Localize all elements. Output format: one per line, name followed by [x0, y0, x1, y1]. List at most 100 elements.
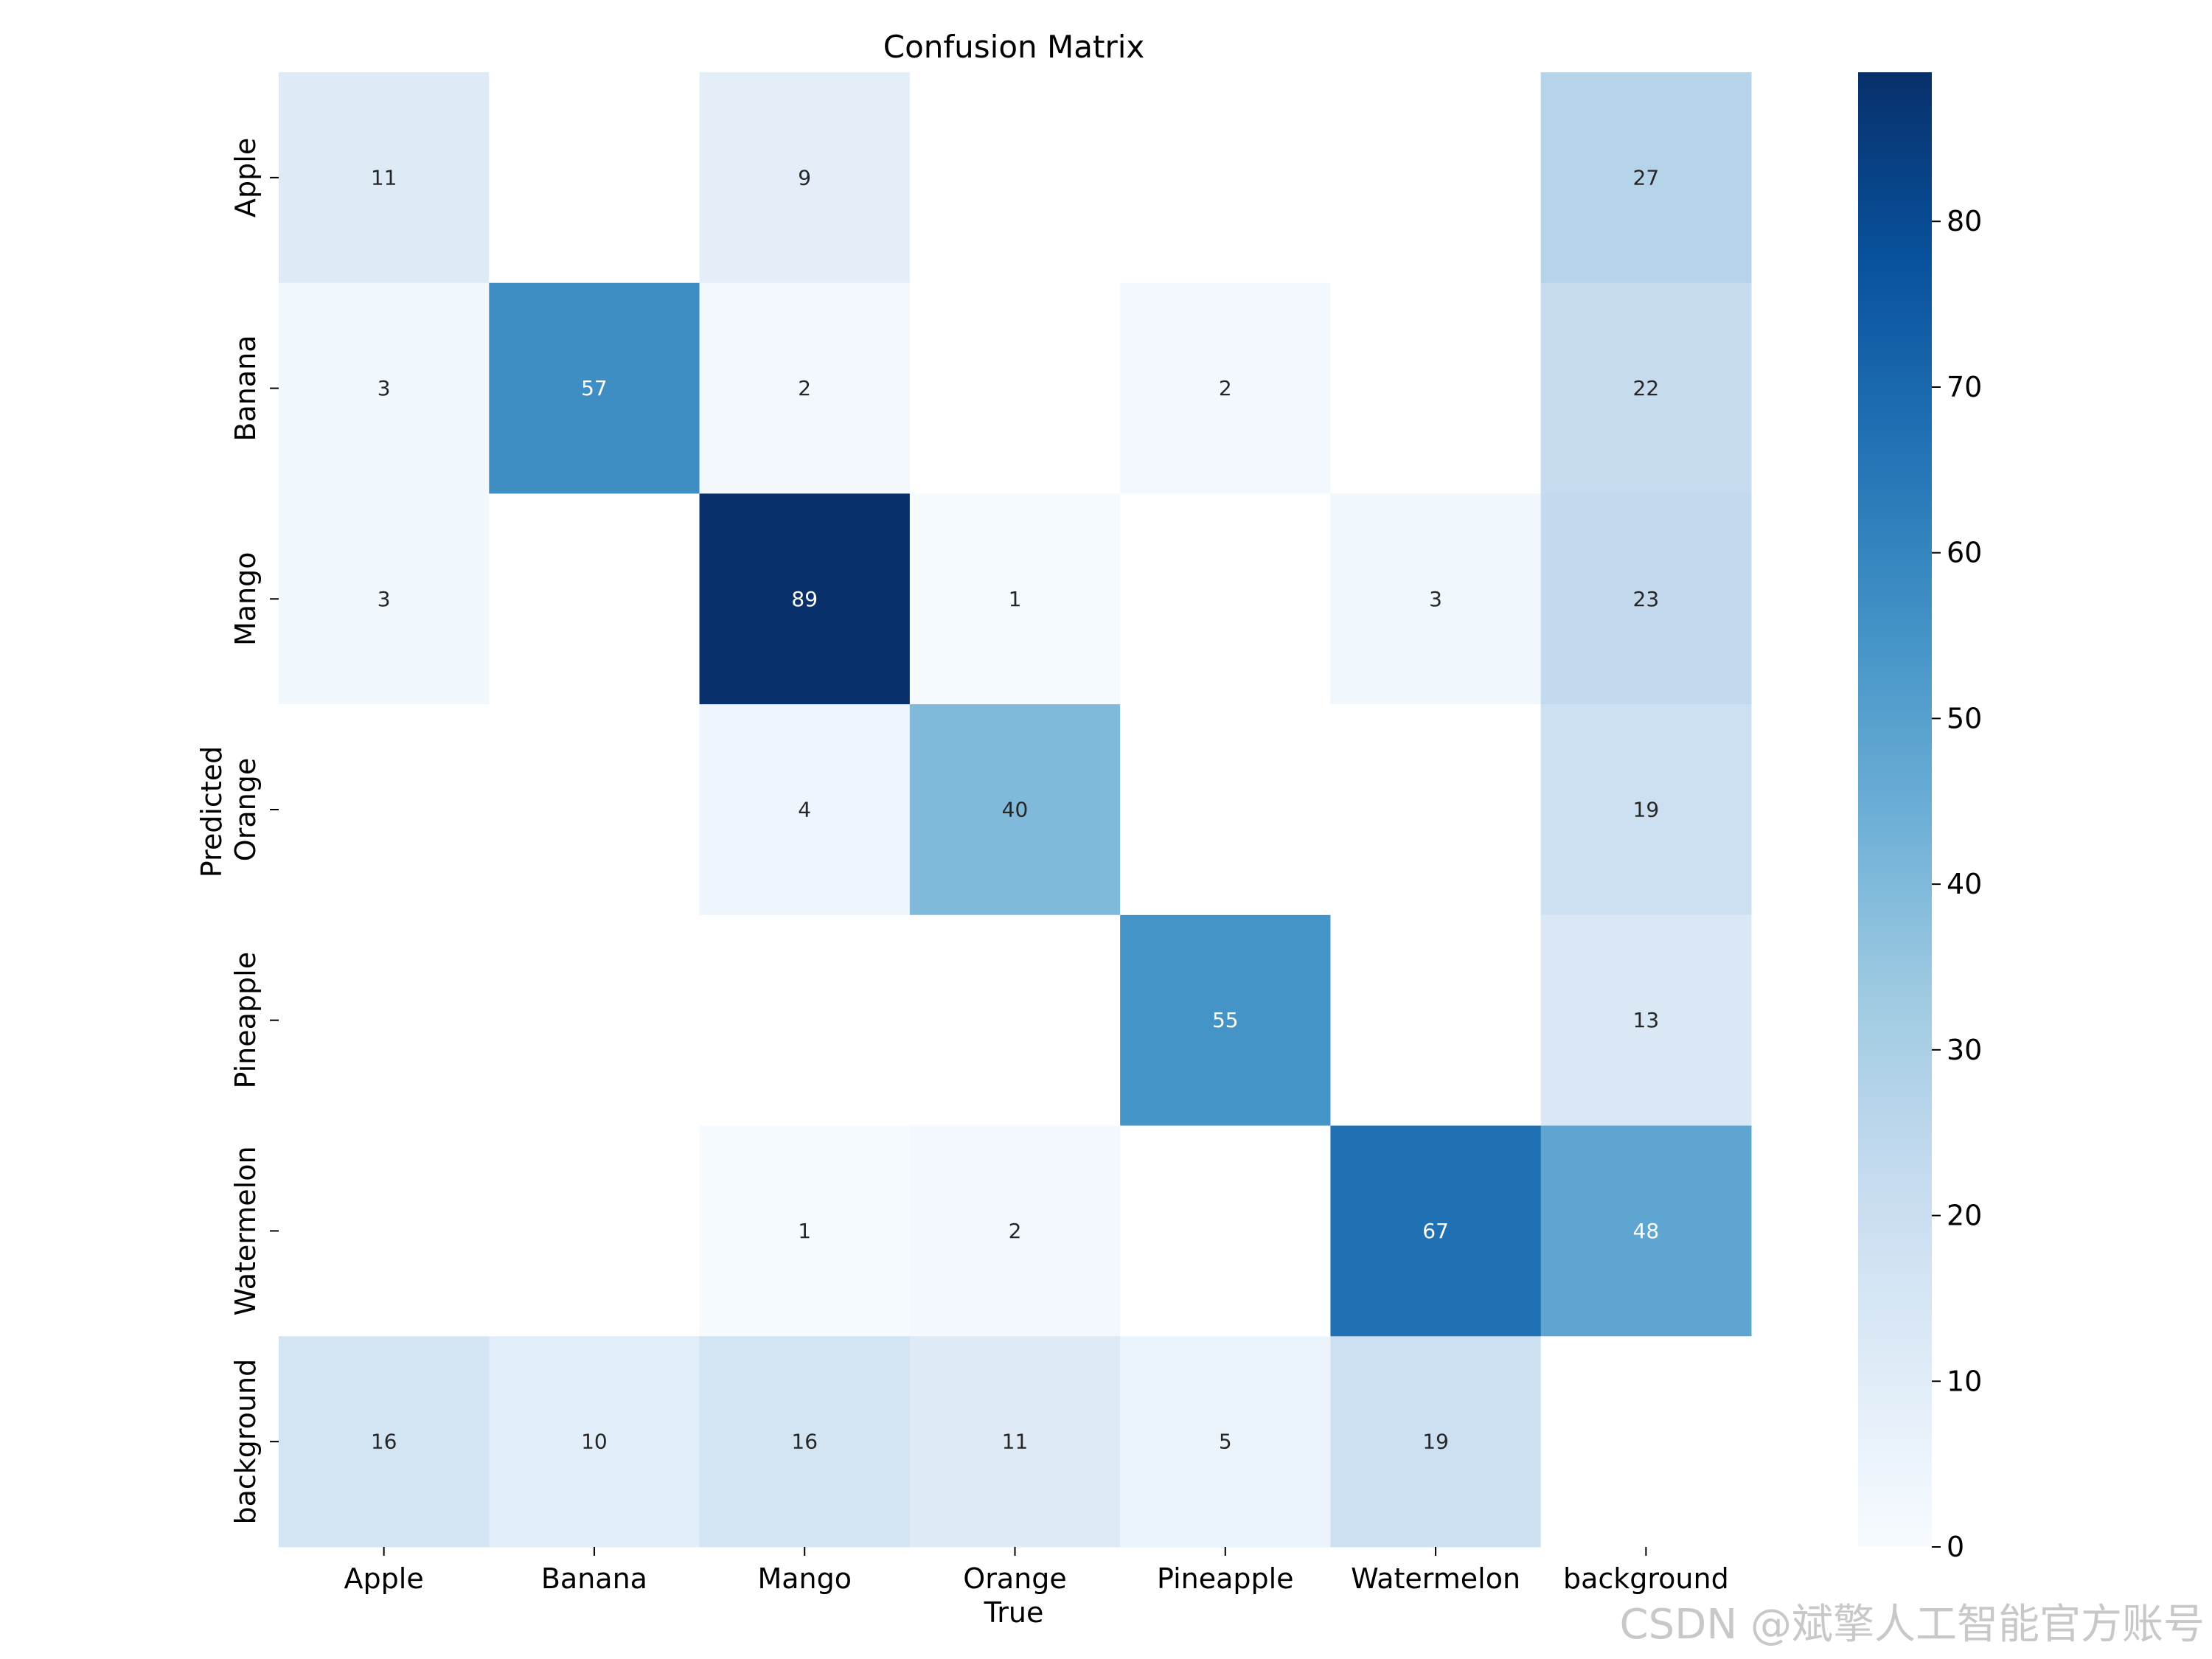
colorbar-tick-label: 0: [1947, 1531, 1964, 1563]
heatmap-cell: [909, 704, 1121, 916]
heatmap-cell: [279, 493, 490, 705]
x-tick-label: background: [1563, 1562, 1729, 1595]
heatmap-cell: [1540, 914, 1752, 1127]
heatmap-cell: [1330, 282, 1542, 494]
cell-value-label: 3: [1429, 587, 1442, 611]
colorbar-tick-label: 20: [1947, 1200, 1982, 1232]
heatmap-cell: [699, 282, 911, 494]
x-tick-label: Watermelon: [1351, 1562, 1520, 1595]
y-tick-label: Orange: [229, 758, 262, 861]
cell-value-label: 2: [1009, 1219, 1022, 1243]
heatmap-cell: [489, 1336, 700, 1548]
y-tick-label: Watermelon: [229, 1146, 262, 1315]
heatmap-cell: [1120, 914, 1331, 1127]
cell-value-label: 9: [798, 165, 811, 189]
heatmap-cell: [279, 704, 490, 916]
heatmap-cell: [699, 704, 911, 916]
cell-value-label: 89: [791, 587, 818, 611]
heatmap-cell: [489, 914, 700, 1127]
cell-value-label: 3: [378, 376, 391, 400]
heatmap-cell: [1120, 1125, 1331, 1337]
cell-value-label: 11: [371, 165, 397, 189]
heatmap-cell: [909, 493, 1121, 705]
cell-value-label: 40: [1002, 798, 1029, 822]
y-tick-label: Banana: [229, 335, 262, 442]
x-tick-label: Mango: [757, 1562, 852, 1595]
cell-value-label: 5: [1219, 1430, 1232, 1454]
y-tick-label: Apple: [229, 138, 262, 218]
cell-value-label: 16: [791, 1430, 818, 1454]
colorbar-gradient: [1858, 72, 1932, 1547]
cell-value-label: 48: [1633, 1219, 1660, 1243]
y-axis-ticks: Apple Banana Mango Orange Pineapple Watermelo…: [229, 138, 279, 1525]
colorbar: 0 10 20 30 40 50 60 70 80: [1858, 72, 1982, 1563]
heatmap-cell: [1120, 282, 1331, 494]
heatmap-cell: [909, 72, 1121, 284]
cell-value-label: 4: [798, 798, 811, 822]
heatmap-cell: [699, 72, 911, 284]
heatmap-cell: [909, 282, 1121, 494]
heatmap-cell: [279, 1336, 490, 1548]
heatmap-cell: [1540, 493, 1752, 705]
x-tick-label: Apple: [344, 1562, 424, 1595]
x-axis-ticks: Apple Banana Mango Orange Pineapple Watermelo…: [344, 1547, 1729, 1595]
x-tick-label: Orange: [963, 1562, 1066, 1595]
heatmap-cell: [1330, 493, 1542, 705]
colorbar-tick-label: 80: [1947, 205, 1982, 237]
cell-value-label: 55: [1212, 1008, 1239, 1032]
cell-value-label: 10: [581, 1430, 608, 1454]
cell-value-label: 19: [1633, 798, 1660, 822]
heatmap-cell: [1330, 704, 1542, 916]
cell-value-label: 1: [1009, 587, 1022, 611]
colorbar-tick-label: 10: [1947, 1365, 1982, 1397]
cell-value-label: 23: [1633, 587, 1660, 611]
heatmap-cell: [1120, 704, 1331, 916]
heatmap-cell: [1120, 72, 1331, 284]
y-axis-label: Predicted: [195, 746, 228, 877]
colorbar-tick-label: 70: [1947, 371, 1982, 403]
heatmap-cell: [699, 914, 911, 1127]
y-tick-label: Mango: [229, 552, 262, 647]
heatmap-cell: [699, 493, 911, 705]
heatmap-cell: [279, 1125, 490, 1337]
cell-value-label: 27: [1633, 165, 1660, 189]
heatmap-cell: [909, 914, 1121, 1127]
heatmap-cell: [699, 1125, 911, 1337]
cell-value-label: 67: [1422, 1219, 1449, 1243]
cell-value-label: 1: [798, 1219, 811, 1243]
x-axis-label: True: [984, 1596, 1044, 1629]
colorbar-tick-label: 30: [1947, 1034, 1982, 1066]
cell-value-label: 2: [798, 376, 811, 400]
heatmap-cell: [489, 72, 700, 284]
heatmap-cell: [1540, 704, 1752, 916]
cell-value-label: 22: [1633, 376, 1660, 400]
heatmap-cell: [1540, 1336, 1752, 1548]
x-tick-label: Pineapple: [1157, 1562, 1294, 1595]
heatmap-cell: [1540, 282, 1752, 494]
cell-value-label: 16: [371, 1430, 397, 1454]
y-tick-label: background: [229, 1359, 262, 1525]
y-tick-label: Pineapple: [229, 952, 262, 1089]
cell-value-label: 19: [1422, 1430, 1449, 1454]
chart-title: Confusion Matrix: [883, 29, 1145, 65]
cell-value-label: 2: [1219, 376, 1232, 400]
colorbar-ticks: 0 10 20 30 40 50 60 70 80: [1932, 205, 1982, 1563]
cell-value-label: 3: [378, 587, 391, 611]
x-tick-label: Banana: [541, 1562, 647, 1595]
heatmap-cell: [1120, 493, 1331, 705]
heatmap-cell: [1120, 1336, 1331, 1548]
heatmap-cell: [279, 72, 490, 284]
heatmap-cell: [1540, 72, 1752, 284]
heatmap-cell: [279, 914, 490, 1127]
heatmap-cell: [489, 1125, 700, 1337]
heatmap-cell: [1540, 1125, 1752, 1337]
colorbar-tick-label: 50: [1947, 702, 1982, 734]
heatmap-cell: [909, 1336, 1121, 1548]
cell-value-label: 57: [581, 376, 608, 400]
colorbar-tick-label: 40: [1947, 868, 1982, 900]
heatmap-cell: [1330, 72, 1542, 284]
colorbar-tick-label: 60: [1947, 537, 1982, 569]
watermark: CSDN @斌擎人工智能官方账号: [1620, 1601, 2205, 1649]
heatmap-cells: [279, 72, 1752, 1548]
